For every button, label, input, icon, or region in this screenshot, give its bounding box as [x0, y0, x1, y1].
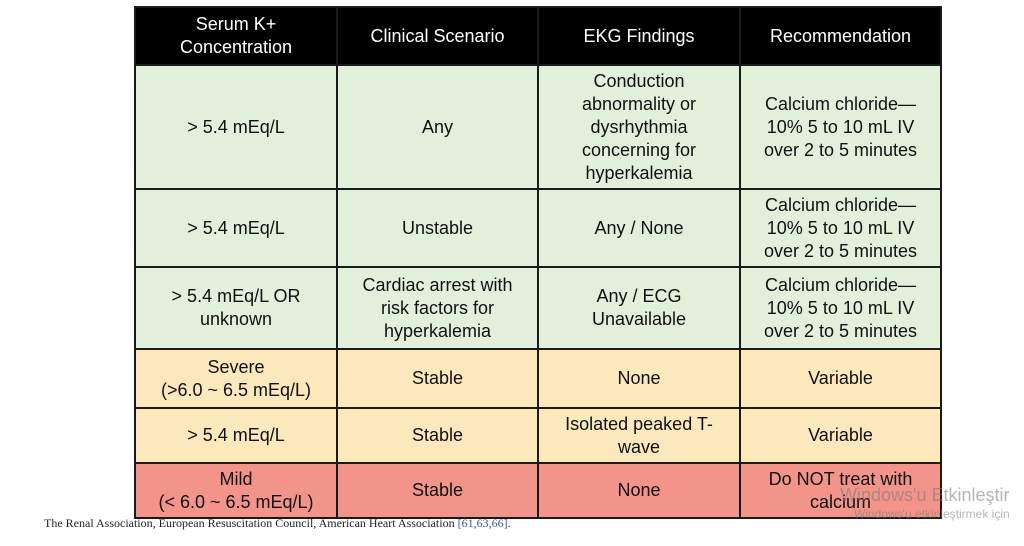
header-recommendation: Recommendation [739, 6, 942, 66]
cell-serum-k: Severe (>6.0 ~ 6.5 mEq/L) [134, 348, 338, 409]
cell-recommendation: Variable [739, 348, 942, 409]
caption-end: . [507, 516, 511, 530]
cell-clinical-scenario: Stable [336, 462, 539, 519]
cell-ekg-findings: Conduction abnormality or dysrhythmia co… [537, 64, 741, 190]
cell-recommendation: Variable [739, 407, 942, 464]
header-ekg-findings: EKG Findings [537, 6, 741, 66]
table-row: Mild (< 6.0 ~ 6.5 mEq/L) Stable None Do … [134, 462, 942, 519]
windows-activation-watermark: Windows'u Etkinleştir Windows'u etkinleş… [840, 484, 1024, 522]
cell-clinical-scenario: Stable [336, 407, 539, 464]
hyperkalemia-calcium-table: Serum K+ Concentration Clinical Scenario… [134, 6, 942, 519]
cell-serum-k: > 5.4 mEq/L OR unknown [134, 266, 338, 350]
cell-ekg-findings: None [537, 348, 741, 409]
cell-serum-k: Mild (< 6.0 ~ 6.5 mEq/L) [134, 462, 338, 519]
cell-ekg-findings: Isolated peaked T- wave [537, 407, 741, 464]
header-clinical-scenario: Clinical Scenario [336, 6, 539, 66]
cell-serum-k: > 5.4 mEq/L [134, 64, 338, 190]
cell-serum-k: > 5.4 mEq/L [134, 188, 338, 268]
cell-recommendation: Do NOT treat with calcium [739, 462, 942, 519]
cell-clinical-scenario: Cardiac arrest with risk factors for hyp… [336, 266, 539, 350]
watermark-line1: Windows'u Etkinleştir [840, 485, 1010, 505]
cell-ekg-findings: Any / ECG Unavailable [537, 266, 741, 350]
cell-recommendation: Calcium chloride— 10% 5 to 10 mL IV over… [739, 188, 942, 268]
cell-serum-k: > 5.4 mEq/L [134, 407, 338, 464]
table-row: > 5.4 mEq/L OR unknown Cardiac arrest wi… [134, 266, 942, 350]
table-row: > 5.4 mEq/L Any Conduction abnormality o… [134, 64, 942, 190]
cell-recommendation: Calcium chloride— 10% 5 to 10 mL IV over… [739, 64, 942, 190]
cell-recommendation: Calcium chloride— 10% 5 to 10 mL IV over… [739, 266, 942, 350]
source-caption: The Renal Association, European Resuscit… [44, 516, 511, 531]
table-row: > 5.4 mEq/L Unstable Any / None Calcium … [134, 188, 942, 268]
cell-clinical-scenario: Unstable [336, 188, 539, 268]
cell-ekg-findings: None [537, 462, 741, 519]
table-row: Severe (>6.0 ~ 6.5 mEq/L) Stable None Va… [134, 348, 942, 409]
table-header-row: Serum K+ Concentration Clinical Scenario… [134, 6, 942, 66]
watermark-line2: Windows'u etkinleştirmek için [854, 507, 1010, 521]
table-row: > 5.4 mEq/L Stable Isolated peaked T- wa… [134, 407, 942, 464]
cell-clinical-scenario: Stable [336, 348, 539, 409]
header-serum-k: Serum K+ Concentration [134, 6, 338, 66]
caption-references-link[interactable]: [61,63,66] [457, 516, 508, 530]
caption-text: The Renal Association, European Resuscit… [44, 516, 458, 530]
cell-ekg-findings: Any / None [537, 188, 741, 268]
cell-clinical-scenario: Any [336, 64, 539, 190]
